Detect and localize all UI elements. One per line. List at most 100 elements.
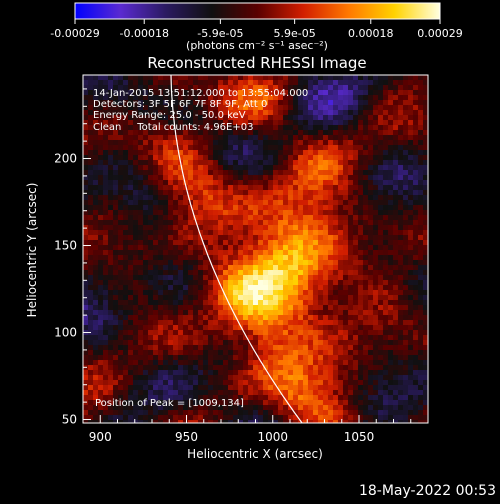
heatmap-cell — [418, 140, 423, 145]
heatmap-cell — [83, 280, 88, 285]
heatmap-cell — [133, 210, 138, 215]
heatmap-cell — [188, 350, 193, 355]
heatmap-cell — [88, 155, 93, 160]
heatmap-cell — [203, 395, 208, 400]
heatmap-cell — [248, 330, 253, 335]
heatmap-cell — [233, 350, 238, 355]
heatmap-cell — [203, 355, 208, 360]
heatmap-cell — [168, 345, 173, 350]
heatmap-cell — [408, 120, 413, 125]
heatmap-cell — [148, 410, 153, 415]
heatmap-cell — [283, 385, 288, 390]
heatmap-cell — [153, 375, 158, 380]
heatmap-cell — [378, 205, 383, 210]
heatmap-cell — [243, 185, 248, 190]
heatmap-cell — [368, 160, 373, 165]
heatmap-cell — [158, 215, 163, 220]
heatmap-cell — [208, 365, 213, 370]
heatmap-cell — [143, 345, 148, 350]
heatmap-cell — [388, 405, 393, 410]
heatmap-cell — [123, 280, 128, 285]
heatmap-cell — [238, 315, 243, 320]
heatmap-cell — [328, 375, 333, 380]
heatmap-cell — [373, 420, 378, 423]
heatmap-cell — [373, 155, 378, 160]
heatmap-cell — [343, 380, 348, 385]
heatmap-cell — [133, 280, 138, 285]
heatmap-cell — [123, 230, 128, 235]
heatmap-cell — [423, 160, 428, 165]
heatmap-cell — [168, 305, 173, 310]
heatmap-cell — [328, 285, 333, 290]
heatmap-cell — [373, 350, 378, 355]
heatmap-cell — [293, 310, 298, 315]
heatmap-cell — [413, 140, 418, 145]
heatmap-cell — [158, 125, 163, 130]
heatmap-cell — [423, 350, 428, 355]
heatmap-cell — [293, 95, 298, 100]
heatmap-cell — [98, 400, 103, 405]
heatmap-cell — [198, 340, 203, 345]
heatmap-cell — [338, 190, 343, 195]
heatmap-cell — [268, 100, 273, 105]
heatmap-cell — [103, 165, 108, 170]
heatmap-cell — [108, 110, 113, 115]
heatmap-cell — [133, 315, 138, 320]
heatmap-cell — [268, 275, 273, 280]
heatmap-cell — [353, 315, 358, 320]
heatmap-cell — [363, 365, 368, 370]
heatmap-cell — [148, 250, 153, 255]
heatmap-cell — [253, 345, 258, 350]
heatmap-cell — [378, 340, 383, 345]
heatmap-cell — [293, 240, 298, 245]
heatmap-cell — [368, 240, 373, 245]
heatmap-cell — [358, 355, 363, 360]
heatmap-cell — [133, 150, 138, 155]
heatmap-cell — [348, 200, 353, 205]
heatmap-cell — [213, 300, 218, 305]
heatmap-cell — [243, 110, 248, 115]
heatmap-cell — [193, 355, 198, 360]
heatmap-cell — [238, 110, 243, 115]
heatmap-cell — [283, 105, 288, 110]
heatmap-cell — [193, 385, 198, 390]
heatmap-cell — [348, 80, 353, 85]
heatmap-cell — [143, 200, 148, 205]
heatmap-cell — [423, 280, 428, 285]
heatmap-cell — [178, 100, 183, 105]
heatmap-cell — [203, 405, 208, 410]
heatmap-cell — [303, 305, 308, 310]
heatmap-cell — [153, 280, 158, 285]
heatmap-cell — [108, 375, 113, 380]
heatmap-cell — [153, 110, 158, 115]
heatmap-cell — [293, 145, 298, 150]
heatmap-cell — [138, 170, 143, 175]
heatmap-cell — [118, 210, 123, 215]
heatmap-cell — [293, 370, 298, 375]
heatmap-cell — [248, 410, 253, 415]
heatmap-cell — [363, 165, 368, 170]
heatmap-cell — [233, 80, 238, 85]
heatmap-cell — [408, 210, 413, 215]
heatmap-cell — [123, 225, 128, 230]
heatmap-cell — [133, 135, 138, 140]
heatmap-cell — [83, 250, 88, 255]
heatmap-cell — [293, 135, 298, 140]
heatmap-cell — [93, 255, 98, 260]
heatmap-cell — [98, 390, 103, 395]
heatmap-cell — [273, 185, 278, 190]
heatmap-cell — [153, 300, 158, 305]
heatmap-cell — [198, 255, 203, 260]
heatmap-cell — [358, 370, 363, 375]
heatmap-cell — [393, 140, 398, 145]
heatmap-cell — [258, 100, 263, 105]
heatmap-cell — [203, 305, 208, 310]
heatmap-cell — [123, 210, 128, 215]
heatmap-cell — [223, 315, 228, 320]
heatmap-cell — [178, 125, 183, 130]
heatmap-cell — [248, 230, 253, 235]
heatmap-cell — [373, 230, 378, 235]
heatmap-cell — [293, 165, 298, 170]
heatmap-cell — [293, 235, 298, 240]
heatmap-cell — [243, 360, 248, 365]
